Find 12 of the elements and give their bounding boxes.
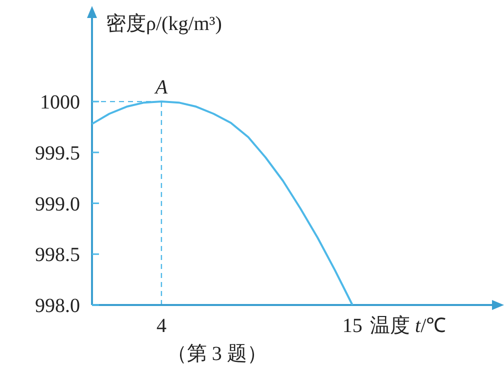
y-tick-label: 1000 [40,92,80,114]
x-tick-label: 4 [156,315,166,337]
x-axis-title: 温度 t/℃ [370,315,446,337]
annotation: A [153,76,168,99]
text: （第 3 题） [166,343,267,365]
line-series [91,100,354,306]
y-tick-label: 999.5 [35,142,80,164]
y-tick-label: 999.0 [35,193,80,216]
y-tick-label: 998.0 [35,295,80,317]
y-axis-title: 密度ρ/(kg/m³) [106,13,222,35]
y-tick-label: 998.5 [35,244,80,266]
x-tick-label: 15 [342,315,362,337]
